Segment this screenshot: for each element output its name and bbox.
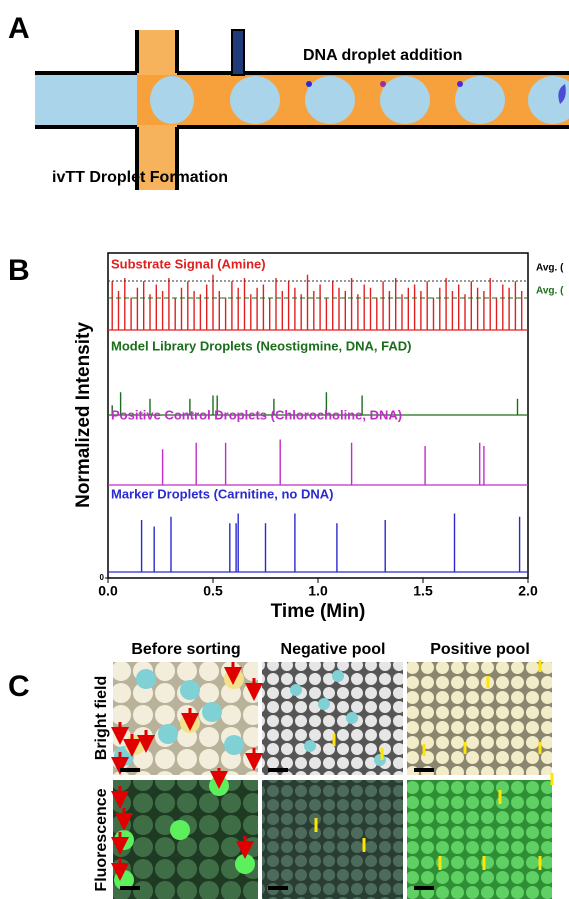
row-label: Fluorescence (93, 788, 110, 891)
microfluidic-diagram (35, 29, 569, 190)
panel-label: A (8, 12, 30, 45)
x-axis-label: Time (Min) (271, 601, 366, 622)
x-tick-label: 0.0 (98, 583, 118, 599)
series-label: Marker Droplets (Carnitine, no DNA) (111, 486, 333, 501)
y-tick-label: 0 (100, 573, 105, 582)
row-label: Bright field (93, 676, 110, 760)
x-tick-label: 2.0 (518, 583, 538, 599)
column-header: Negative pool (281, 641, 386, 658)
micrographs (111, 660, 554, 899)
y-axis-label: Normalized Intensity (73, 322, 94, 508)
image (262, 780, 403, 899)
series-label: Model Library Droplets (Neostigmine, DNA… (111, 338, 411, 353)
series-label: Substrate Signal (Amine) (111, 256, 266, 271)
column-header: Before sorting (131, 641, 240, 658)
x-tick-label: 1.0 (308, 583, 328, 599)
x-tick-label: 1.5 (413, 583, 433, 599)
annotation: Avg. ( (536, 263, 564, 274)
image (407, 662, 552, 775)
image (113, 780, 258, 899)
image (407, 780, 552, 899)
oil-inlet (35, 75, 137, 125)
x-tick-label: 0.5 (203, 583, 223, 599)
panel-label: B (8, 254, 30, 287)
annotation: ivTT Droplet Formation (52, 169, 228, 186)
column-header: Positive pool (430, 641, 530, 658)
annotation: DNA droplet addition (303, 47, 462, 64)
annotation: Avg. ( (536, 286, 564, 297)
panel-label: C (8, 670, 30, 703)
series-label: Positive Control Droplets (Chlorocholine… (111, 407, 402, 422)
